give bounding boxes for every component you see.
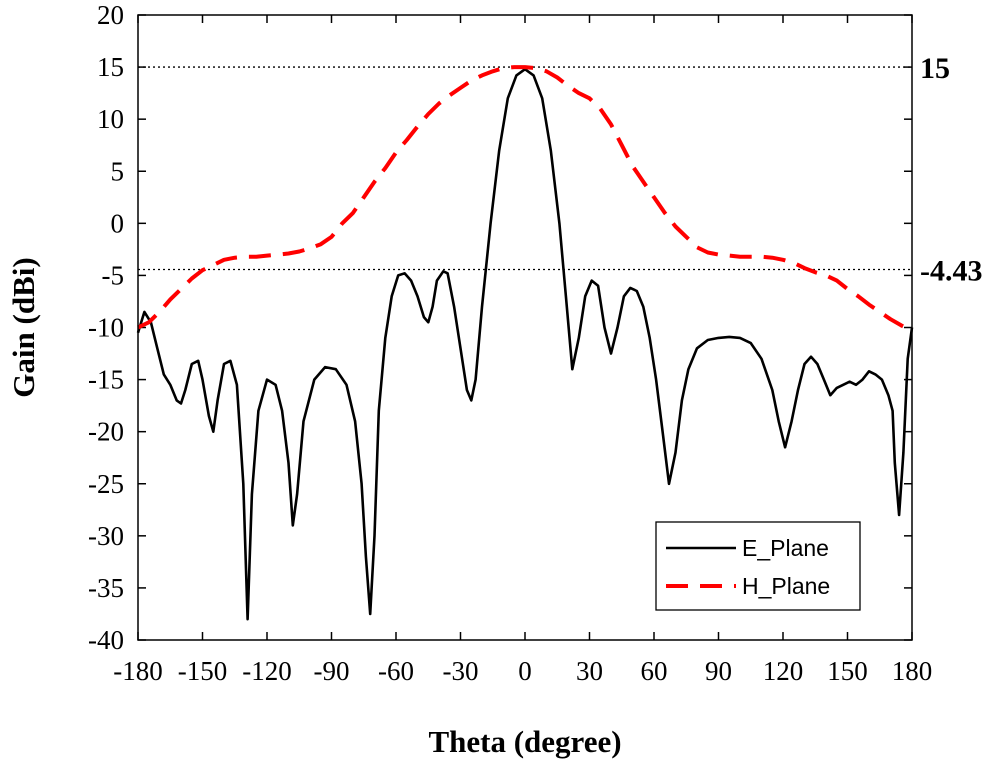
y-tick-label: -20 [88,417,124,447]
y-tick-label: -35 [88,573,124,603]
y-tick-label: -30 [88,521,124,551]
x-axis-title: Theta (degree) [428,724,621,759]
y-tick-label: 5 [111,156,125,186]
y-axis-title: Gain (dBi) [6,257,41,397]
y-tick-label: -25 [88,469,124,499]
series-line-e-plane [136,67,914,621]
series-group [136,65,914,621]
x-tick-label: 120 [763,656,804,686]
legend-label: H_Plane [742,573,830,599]
axes: -180 -150 -120 -90 -60 -30 0 30 60 90 120 150 180-40… [88,0,932,686]
x-tick-label: -60 [378,656,414,686]
y-tick-label: -10 [88,313,124,343]
y-tick-label: -40 [88,625,124,655]
x-tick-label: -120 [242,656,292,686]
legend: E_Plane H_Plane [655,521,861,611]
reference-line-label: -4.43 [920,254,983,287]
x-tick-label: 0 [518,656,532,686]
y-tick-label: 0 [111,208,125,238]
x-tick-label: 180 [892,656,933,686]
x-tick-label: -150 [178,656,228,686]
legend-label: E_Plane [742,535,829,561]
x-tick-label: 60 [641,656,668,686]
y-tick-label: -15 [88,365,124,395]
y-tick-label: -5 [102,260,125,290]
y-tick-label: 15 [97,52,124,82]
x-tick-label: 30 [576,656,603,686]
x-tick-label: -180 [113,656,163,686]
reference-line-label: 15 [920,52,950,85]
reference-lines: 15 -4.43 [138,52,983,287]
y-tick-label: 20 [97,0,124,30]
plot-frame [137,14,913,641]
legend-box [655,521,861,611]
y-tick-label: 10 [97,104,124,134]
x-tick-label: 90 [705,656,732,686]
x-tick-label: -30 [443,656,479,686]
x-tick-label: 150 [827,656,868,686]
series-line-h-plane [137,65,913,333]
x-tick-label: -90 [314,656,350,686]
